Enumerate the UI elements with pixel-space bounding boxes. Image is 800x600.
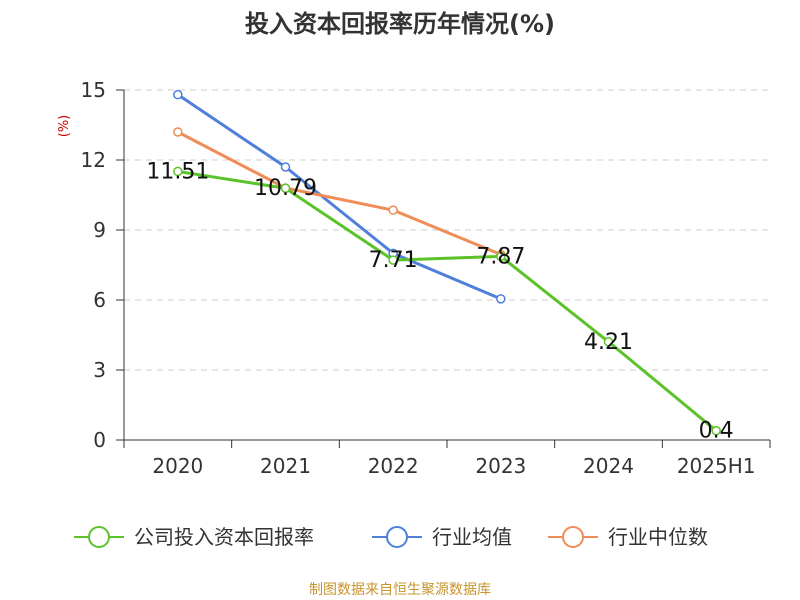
y-tick-label: 15: [81, 78, 106, 102]
data-label: 11.51: [146, 159, 209, 184]
y-tick-label: 9: [93, 218, 106, 242]
legend-item: 行业中位数: [548, 525, 708, 549]
axes: 0 3 6 9 12 15 2020 2021 2022 2023 2024 2025H1: [81, 78, 771, 478]
legend-label: 行业中位数: [608, 525, 708, 549]
data-point: [388, 205, 398, 215]
data-point: [388, 255, 398, 265]
x-tick-label: 2025H1: [677, 454, 756, 478]
legend-item: 行业均值: [372, 525, 512, 549]
y-axis-label: (%): [57, 115, 72, 138]
legend-label: 行业均值: [432, 525, 512, 549]
grid: [124, 89, 770, 371]
y-tick-label: 12: [81, 148, 106, 172]
data-point: [173, 166, 183, 177]
data-label: 4.21: [584, 330, 633, 355]
legend-item: 公司投入资本回报率: [74, 525, 314, 549]
data-point: [711, 425, 721, 436]
legend-marker: [88, 526, 110, 548]
data-point: [496, 251, 506, 262]
data-point: [496, 294, 506, 304]
data-point: [173, 127, 183, 137]
source-note: 制图数据来自恒生聚源数据库: [309, 582, 491, 598]
data-point: [603, 337, 614, 347]
x-tick-label: 2022: [368, 454, 419, 478]
legend-label: 公司投入资本回报率: [134, 525, 314, 549]
data-label: 10.79: [254, 176, 317, 201]
y-tick-label: 6: [93, 288, 106, 312]
data-label: 7.71: [369, 248, 418, 273]
data-label: 7.87: [476, 244, 525, 269]
x-tick-label: 2021: [260, 454, 311, 478]
data-labels: 11.51 10.79 7.71 7.87 4.21 0.4: [146, 159, 733, 443]
y-tick-label: 0: [93, 428, 106, 452]
x-tick-label: 2023: [475, 454, 526, 478]
series-line: [176, 93, 502, 301]
x-tick-label: 2024: [583, 454, 634, 478]
series-line: [177, 169, 718, 432]
y-tick-label: 3: [93, 358, 106, 382]
legend: 公司投入资本回报率 行业均值 行业中位数: [74, 525, 708, 549]
legend-marker: [386, 526, 408, 548]
data-point: [280, 183, 291, 193]
x-tick-label: 2020: [152, 454, 203, 478]
legend-marker: [562, 526, 584, 548]
chart-title: 投入资本回报率历年情况(%): [245, 10, 555, 38]
series-group: [173, 89, 721, 436]
series-line: [177, 130, 502, 256]
data-point: [280, 162, 291, 172]
data-label: 0.4: [699, 419, 734, 444]
data-point: [173, 89, 183, 100]
